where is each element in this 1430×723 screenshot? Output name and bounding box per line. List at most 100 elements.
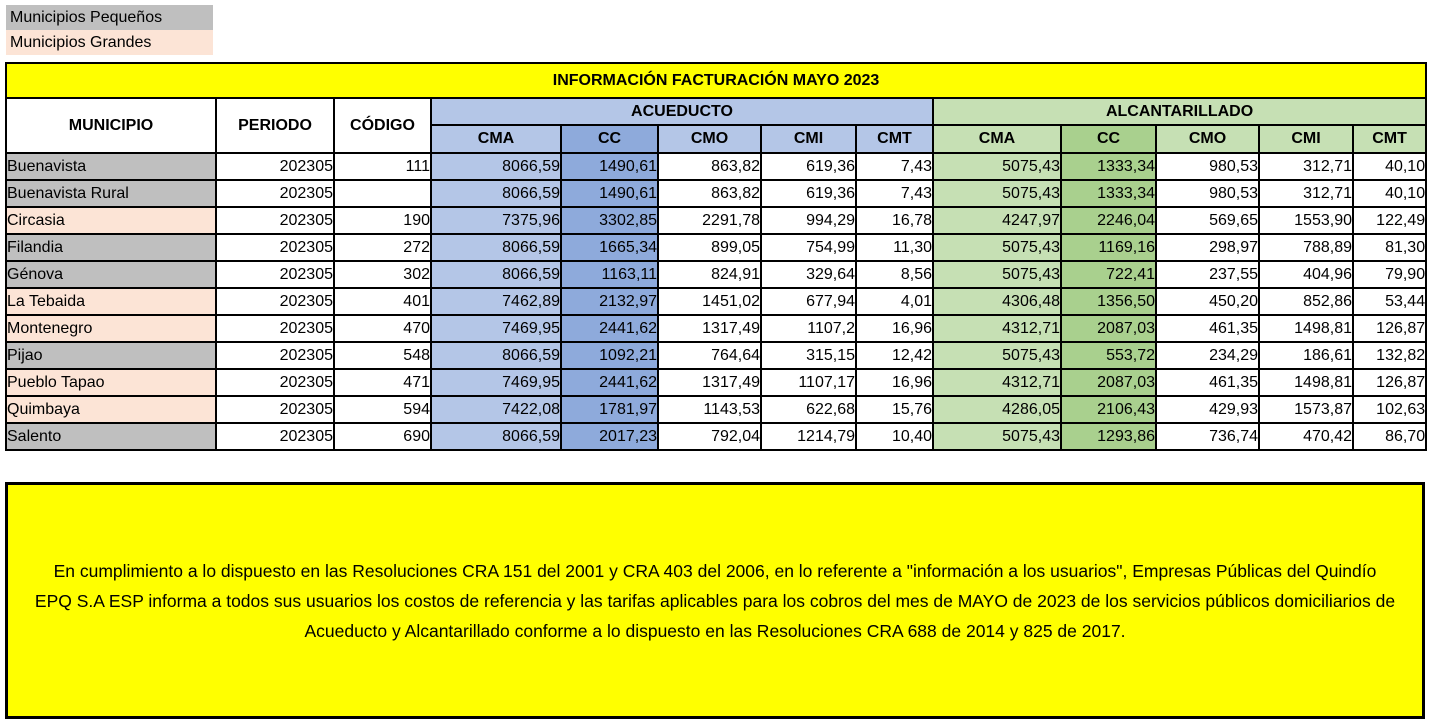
alcantarillado-cmo-cell: 569,65 [1155,206,1260,235]
municipality-cell: Montenegro [5,314,217,343]
alcantarillado-cmt-cell: 53,44 [1351,287,1428,316]
acueducto-cmt-cell: 16,96 [855,368,934,397]
alcantarillado-cmt-cell: 40,10 [1351,179,1428,208]
group-header-alcantarillado: ALCANTARILLADO [931,97,1428,126]
alcantarillado-cc-cell: 722,41 [1060,260,1157,289]
alcantarillado-cmi-cell: 470,42 [1258,422,1354,451]
alcantarillado-cma-cell: 5075,43 [932,422,1062,451]
acueducto-cma-cell: 7469,95 [430,368,562,397]
subheader-acueducto-cma: CMA [430,124,562,154]
alcantarillado-cma-cell: 5075,43 [932,341,1062,370]
acueducto-cmi-cell: 315,15 [760,341,857,370]
periodo-cell: 202305 [215,422,335,451]
acueducto-cmi-cell: 622,68 [760,395,857,424]
acueducto-cmo-cell: 824,91 [657,260,762,289]
column-header-periodo: PERIODO [215,97,335,154]
acueducto-cc-cell: 2441,62 [560,314,659,343]
table-row: La Tebaida 202305 401 7462,89 2132,97 1451,02… [5,287,1428,316]
title-row: INFORMACIÓN FACTURACIÓN MAYO 2023 [4,62,1428,99]
acueducto-cc-cell: 1092,21 [560,341,659,370]
acueducto-cmt-cell: 16,78 [855,206,934,235]
acueducto-cmo-cell: 792,04 [657,422,762,451]
acueducto-cmt-cell: 15,76 [855,395,934,424]
alcantarillado-cma-cell: 5075,43 [932,233,1062,262]
acueducto-cma-cell: 7462,89 [430,287,562,316]
municipality-cell: Circasia [5,206,217,235]
alcantarillado-cmt-cell: 81,30 [1351,233,1428,262]
alcantarillado-cmo-cell: 736,74 [1155,422,1260,451]
codigo-cell: 690 [333,422,432,451]
periodo-cell: 202305 [215,206,335,235]
acueducto-cmo-cell: 1317,49 [657,314,762,343]
table-title: INFORMACIÓN FACTURACIÓN MAYO 2023 [4,62,1428,99]
legend: Municipios Pequeños Municipios Grandes [6,5,213,55]
acueducto-cc-cell: 3302,85 [560,206,659,235]
acueducto-cmt-cell: 7,43 [855,179,934,208]
acueducto-cmi-cell: 1107,2 [760,314,857,343]
alcantarillado-cmo-cell: 461,35 [1155,314,1260,343]
municipality-cell: Pijao [5,341,217,370]
table-row: Circasia 202305 190 7375,96 3302,85 2291,78 99… [5,206,1428,235]
periodo-cell: 202305 [215,233,335,262]
table-row: Salento 202305 690 8066,59 2017,23 792,04 1214… [5,422,1428,451]
acueducto-cc-cell: 1665,34 [560,233,659,262]
acueducto-cc-cell: 2441,62 [560,368,659,397]
table-row: Pueblo Tapao 202305 471 7469,95 2441,62 1317,… [5,368,1428,397]
alcantarillado-cmt-cell: 40,10 [1351,152,1428,181]
acueducto-cma-cell: 8066,59 [430,422,562,451]
alcantarillado-cma-cell: 4247,97 [932,206,1062,235]
acueducto-cmo-cell: 1451,02 [657,287,762,316]
acueducto-cmt-cell: 12,42 [855,341,934,370]
alcantarillado-cmt-cell: 126,87 [1351,368,1428,397]
table-body: Buenavista 202305 111 8066,59 1490,61 863,82 6… [5,152,1428,451]
codigo-cell: 594 [333,395,432,424]
subheader-acueducto-cmt: CMT [855,124,934,154]
alcantarillado-cmo-cell: 237,55 [1155,260,1260,289]
alcantarillado-cmo-cell: 429,93 [1155,395,1260,424]
codigo-cell [333,179,432,208]
alcantarillado-cc-cell: 1356,50 [1060,287,1157,316]
alcantarillado-cmi-cell: 788,89 [1258,233,1354,262]
alcantarillado-cmi-cell: 186,61 [1258,341,1354,370]
acueducto-cc-cell: 1490,61 [560,179,659,208]
alcantarillado-cc-cell: 2106,43 [1060,395,1157,424]
alcantarillado-cc-cell: 1293,86 [1060,422,1157,451]
acueducto-cmi-cell: 754,99 [760,233,857,262]
municipality-cell: Pueblo Tapao [5,368,217,397]
acueducto-cmi-cell: 1214,79 [760,422,857,451]
acueducto-cmo-cell: 863,82 [657,179,762,208]
acueducto-cmt-cell: 8,56 [855,260,934,289]
alcantarillado-cma-cell: 4306,48 [932,287,1062,316]
acueducto-cma-cell: 8066,59 [430,341,562,370]
subheader-alcantarillado-cmo: CMO [1155,124,1260,154]
subcolumn-header-row: CMA CC CMO CMI CMT CMA CC CMO CMI CMT [6,124,1428,154]
acueducto-cmo-cell: 863,82 [657,152,762,181]
acueducto-cmo-cell: 1143,53 [657,395,762,424]
table-row: Montenegro 202305 470 7469,95 2441,62 1317,49… [5,314,1428,343]
acueducto-cc-cell: 1781,97 [560,395,659,424]
table-row: Buenavista Rural 202305 8066,59 1490,61 863,… [5,179,1428,208]
alcantarillado-cmt-cell: 126,87 [1351,314,1428,343]
alcantarillado-cc-cell: 2246,04 [1060,206,1157,235]
codigo-cell: 190 [333,206,432,235]
notice-text: En cumplimiento a lo dispuesto en las Re… [34,560,1396,641]
codigo-cell: 471 [333,368,432,397]
legend-small-municipalities: Municipios Pequeños [6,5,213,30]
acueducto-cc-cell: 2017,23 [560,422,659,451]
periodo-cell: 202305 [215,368,335,397]
municipality-cell: Génova [5,260,217,289]
acueducto-cmi-cell: 994,29 [760,206,857,235]
alcantarillado-cmo-cell: 450,20 [1155,287,1260,316]
codigo-cell: 470 [333,314,432,343]
table-row: Filandia 202305 272 8066,59 1665,34 899,05 754… [5,233,1428,262]
codigo-cell: 302 [333,260,432,289]
municipality-cell: Salento [5,422,217,451]
table-row: Pijao 202305 548 8066,59 1092,21 764,64 315,15… [5,341,1428,370]
alcantarillado-cc-cell: 1169,16 [1060,233,1157,262]
alcantarillado-cmi-cell: 1573,87 [1258,395,1354,424]
alcantarillado-cmt-cell: 122,49 [1351,206,1428,235]
alcantarillado-cma-cell: 4286,05 [932,395,1062,424]
acueducto-cmt-cell: 10,40 [855,422,934,451]
periodo-cell: 202305 [215,395,335,424]
